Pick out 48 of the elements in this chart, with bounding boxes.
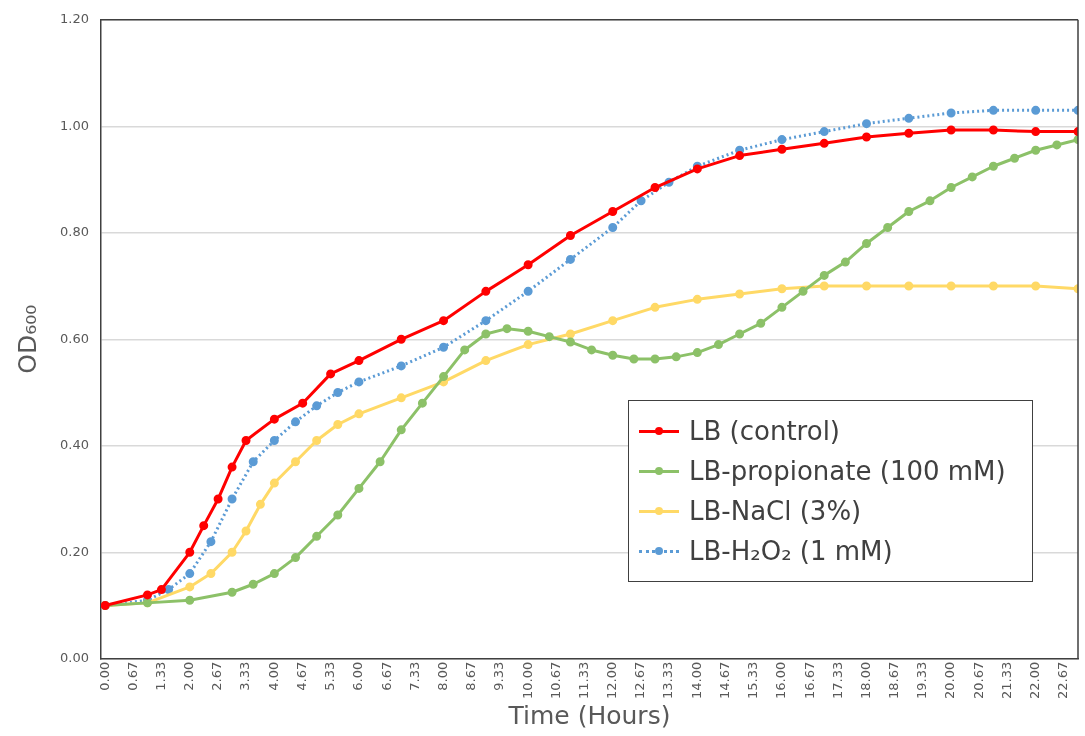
y-tick-label: 1.00 [59, 117, 89, 133]
x-tick-label: 2.00 [181, 661, 197, 691]
x-tick-label: 3.33 [237, 661, 253, 691]
x-tick-label: 16.67 [801, 661, 817, 699]
x-tick-label: 10.00 [519, 661, 535, 699]
x-tick-label: 10.67 [547, 661, 563, 699]
x-tick-label: 16.00 [773, 661, 789, 699]
y-tick-label: 0.40 [59, 437, 89, 453]
x-tick-label: 22.67 [1055, 661, 1071, 699]
x-tick-label: 15.33 [744, 661, 760, 699]
legend-label: LB (control) [689, 416, 840, 446]
legend-label: LB-NaCl (3%) [689, 496, 862, 526]
x-tick-label: 0.00 [96, 661, 112, 691]
y-tick-label: 0.20 [59, 543, 89, 559]
x-tick-label: 21.33 [998, 661, 1014, 699]
x-tick-label: 4.67 [294, 661, 310, 691]
x-tick-label: 5.33 [321, 661, 337, 691]
x-tick-label: 7.33 [406, 661, 422, 691]
x-tick-label: 19.33 [914, 661, 930, 699]
y-tick-label: 1.20 [59, 11, 89, 27]
x-tick-label: 17.33 [829, 661, 845, 699]
x-tick-label: 6.67 [378, 661, 394, 691]
x-tick-label: 14.00 [688, 661, 704, 699]
legend-label: LB-propionate (100 mM) [689, 456, 1006, 486]
y-tick-label: 0.80 [59, 224, 89, 240]
legend-label: LB-H₂O₂ (1 mM) [689, 536, 893, 566]
x-tick-label: 9.33 [491, 661, 507, 691]
x-tick-label: 11.33 [575, 661, 591, 699]
x-axis-title: Time (Hours) [507, 700, 671, 730]
x-tick-label: 18.67 [886, 661, 902, 699]
x-tick-label: 6.00 [350, 661, 366, 691]
x-tick-label: 8.00 [434, 661, 450, 691]
y-axis-title: OD₆₀₀ [12, 304, 42, 374]
x-tick-label: 14.67 [717, 661, 733, 699]
x-tick-label: 12.67 [632, 661, 648, 699]
y-tick-label: 0.00 [59, 650, 89, 666]
x-tick-label: 12.00 [604, 661, 620, 699]
x-tick-label: 20.67 [970, 661, 986, 699]
x-tick-label: 2.67 [209, 661, 225, 691]
x-tick-label: 18.00 [857, 661, 873, 699]
x-tick-label: 20.00 [942, 661, 958, 699]
x-tick-label: 4.00 [265, 661, 281, 691]
y-tick-label: 0.60 [59, 330, 89, 346]
x-tick-label: 13.33 [660, 661, 676, 699]
x-tick-label: 0.67 [124, 661, 140, 691]
x-tick-label: 22.00 [1027, 661, 1043, 699]
x-tick-label: 8.67 [463, 661, 479, 691]
x-tick-label: 1.33 [152, 661, 168, 691]
